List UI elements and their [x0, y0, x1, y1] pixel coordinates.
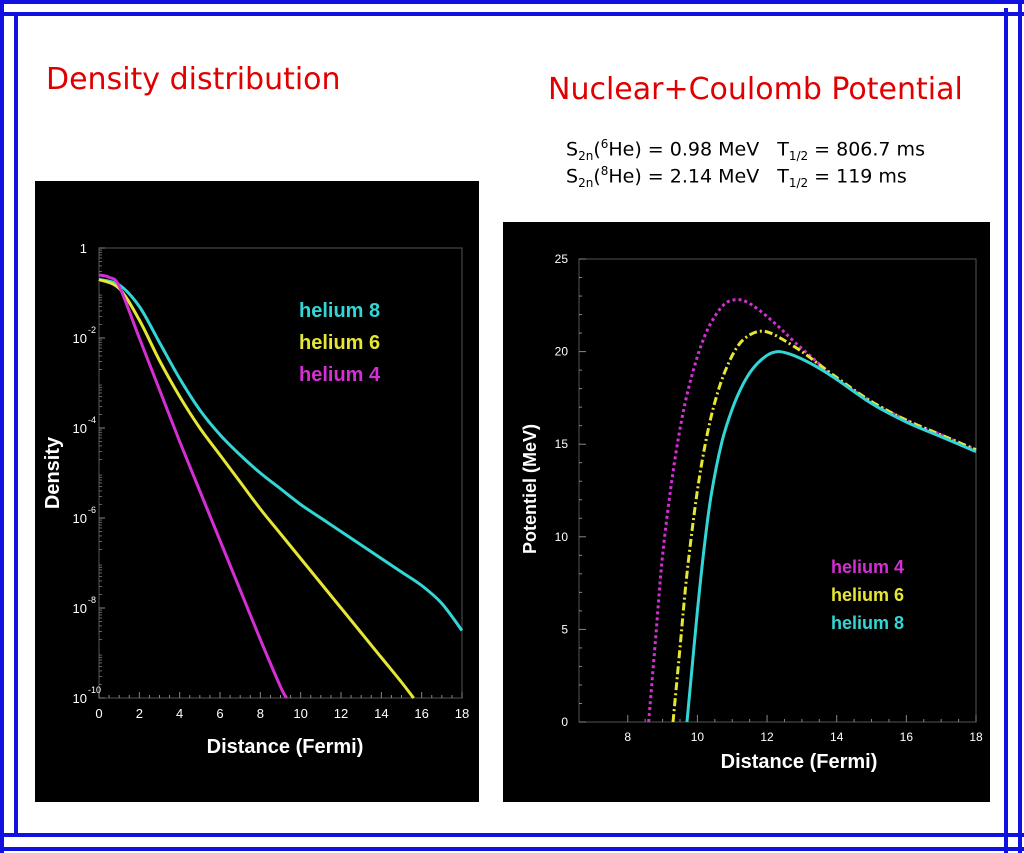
legend-helium-8: helium 8	[831, 613, 904, 633]
legend-helium-4: helium 4	[299, 364, 381, 386]
plot-frame	[578, 258, 977, 723]
y-tick-label: 25	[555, 252, 569, 266]
right-title: Nuclear+Coulomb Potential	[548, 72, 963, 107]
y-tick-label: 10	[73, 691, 87, 706]
potential-x-axis-label: Distance (Fermi)	[721, 751, 878, 773]
y-tick-label: 15	[555, 437, 569, 451]
y-tick-label: 10	[73, 331, 87, 346]
x-tick-label: 8	[624, 730, 631, 744]
y-tick-exponent: -10	[88, 685, 101, 695]
x-tick-label: 18	[455, 706, 469, 721]
frame-right-inner	[1004, 8, 1008, 853]
frame-bottom-inner	[0, 833, 1024, 837]
y-tick-label: 0	[561, 715, 568, 729]
series-line-helium-4	[98, 273, 288, 699]
x-tick-label: 4	[176, 706, 183, 721]
x-tick-label: 16	[900, 730, 914, 744]
legend-helium-6: helium 6	[831, 585, 904, 605]
plot-frame	[98, 247, 463, 699]
formula-he6: S2n(6He) = 0.98 MeV T1/2 = 806.7 ms	[566, 137, 925, 164]
x-tick-label: 14	[830, 730, 844, 744]
legend-helium-4: helium 4	[831, 557, 904, 577]
y-tick-label: 5	[561, 622, 568, 636]
series-line-helium-8	[98, 278, 464, 632]
y-tick-exponent: -8	[88, 595, 96, 605]
legend-helium-6: helium 6	[299, 332, 380, 354]
legend-helium-8: helium 8	[299, 300, 380, 322]
x-tick-label: 18	[969, 730, 983, 744]
y-tick-label: 20	[555, 345, 569, 359]
x-tick-label: 6	[216, 706, 223, 721]
x-tick-label: 10	[293, 706, 307, 721]
y-tick-label: 10	[73, 421, 87, 436]
frame-top-inner	[0, 12, 1024, 16]
x-tick-label: 10	[691, 730, 705, 744]
left-title: Density distribution	[46, 62, 341, 97]
y-tick-label: 10	[73, 511, 87, 526]
x-tick-label: 0	[95, 706, 102, 721]
frame-left-inner	[14, 12, 18, 837]
x-tick-label: 8	[257, 706, 264, 721]
y-tick-exponent: -4	[88, 415, 96, 425]
y-tick-label: 1	[80, 241, 87, 256]
x-tick-label: 14	[374, 706, 388, 721]
frame-bottom-outer	[0, 847, 1024, 851]
y-tick-exponent: -6	[88, 505, 96, 515]
x-tick-label: 12	[760, 730, 774, 744]
y-tick-label: 10	[73, 601, 87, 616]
potential-chart: 8 10 12 14 16 18 0 5 10 15 20 25 helium 4 helium 6 he…	[520, 252, 983, 773]
series-line-helium-8	[685, 350, 977, 723]
frame-top-outer	[0, 0, 1024, 4]
series-line-helium-6	[98, 278, 415, 699]
frame-right-outer	[1018, 0, 1022, 853]
frame-left-outer	[0, 0, 4, 853]
x-tick-label: 16	[414, 706, 428, 721]
y-tick-label: 10	[555, 530, 569, 544]
potential-y-axis-label: Potentiel (MeV)	[520, 424, 540, 554]
y-tick-exponent: -2	[88, 325, 96, 335]
formula-he8: S2n(8He) = 2.14 MeV T1/2 = 119 ms	[566, 164, 907, 191]
series-line-helium-6	[671, 329, 977, 723]
density-x-axis-label: Distance (Fermi)	[207, 736, 364, 758]
x-tick-label: 2	[136, 706, 143, 721]
density-y-axis-label: Density	[42, 436, 64, 509]
density-chart-panel: 0 2 4 6 8 10 12 14 16 18 1 10 -2 10 -4 10 -6 10 -8 10 -10 he…	[35, 181, 479, 802]
potential-chart-panel: 8 10 12 14 16 18 0 5 10 15 20 25 helium 4 helium 6 he…	[503, 222, 990, 802]
x-tick-label: 12	[334, 706, 348, 721]
